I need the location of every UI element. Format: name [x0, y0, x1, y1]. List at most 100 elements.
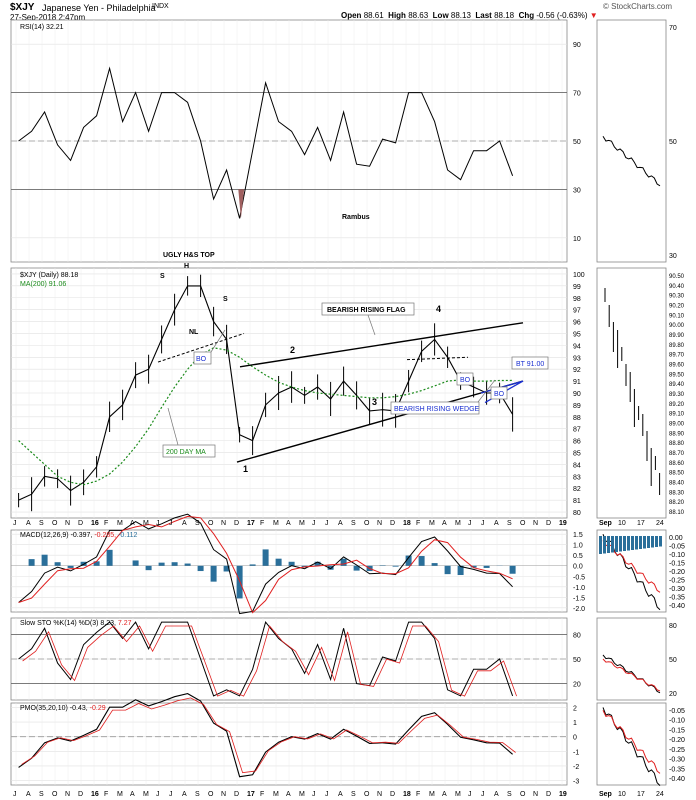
price-tick-label: 97 — [573, 308, 581, 315]
x-axis-label: F — [104, 520, 108, 527]
x-axis-label-bottom: A — [494, 791, 499, 798]
zoom-macd-histogram-bar — [631, 536, 634, 550]
ma200-line — [18, 347, 513, 486]
price-tick-label: 81 — [573, 498, 581, 505]
x-axis-label-bottom: D — [390, 791, 395, 798]
x-axis-label-bottom: F — [416, 791, 420, 798]
x-axis-label-bottom: 19 — [559, 791, 567, 798]
pmo-tick-label: 1 — [573, 720, 577, 727]
x-axis-label-bottom: N — [65, 791, 70, 798]
x-axis-label-bottom: J — [156, 791, 160, 798]
bo-label-2: BO — [460, 377, 471, 384]
zoom-macd-histogram-bar — [647, 536, 650, 548]
x-axis-label: J — [169, 520, 173, 527]
x-axis-label-bottom: S — [39, 791, 44, 798]
wedge-callout-label: BEARISH RISING WEDGE — [394, 406, 480, 413]
x-axis-label-bottom: O — [52, 791, 58, 798]
bt-box — [511, 356, 549, 370]
point-4-label: 4 — [436, 304, 441, 314]
x-axis-label-bottom: A — [286, 791, 291, 798]
x-axis-label-bottom: M — [299, 791, 305, 798]
x-axis-label: A — [338, 520, 343, 527]
hs-head-label: H — [184, 263, 189, 270]
sto-tick-label: 80 — [573, 632, 581, 639]
chg-label: Chg — [518, 11, 535, 20]
x-axis-label-bottom: N — [221, 791, 226, 798]
price-zoom-tick: 89.90 — [669, 333, 685, 339]
macd-tick-label: 1.5 — [573, 532, 583, 539]
x-axis-label-bottom: N — [533, 791, 538, 798]
x-axis-label-bottom: J — [325, 791, 329, 798]
rsi-zoom-tick: 70 — [669, 25, 677, 32]
macd-histogram-bar — [509, 565, 516, 574]
flag-lower-trendline — [236, 380, 524, 463]
sto-tick-label: 50 — [573, 657, 581, 664]
macd-histogram-bar — [197, 565, 204, 572]
x-axis-label: O — [52, 520, 58, 527]
pmo-tick-label: -1 — [573, 749, 579, 756]
zoom-macd-histogram-bar — [655, 536, 658, 547]
x-axis-label: 17 — [247, 520, 255, 527]
price-tick-label: 100 — [573, 272, 585, 279]
price-tick-label: 94 — [573, 343, 581, 350]
low-value: 88.13 — [450, 11, 471, 20]
price-zoom-tick: 88.30 — [669, 490, 685, 496]
zoom-pmo-signal-line — [602, 710, 661, 774]
macd-tick-label: 0.5 — [573, 553, 583, 560]
x-axis-label: O — [520, 520, 526, 527]
macd-histogram-bar — [67, 565, 74, 568]
price-zoom-tick: 89.00 — [669, 422, 685, 428]
pmo-tick-label: 2 — [573, 705, 577, 712]
sto-tick-label: 20 — [573, 682, 581, 689]
price-legend-symbol: $XJY (Daily) 88.18 — [20, 272, 78, 279]
x-axis-label-bottom: M — [273, 791, 279, 798]
bt-label: BT 91.00 — [516, 361, 544, 368]
macd-zoom-tick: -0.20 — [669, 569, 685, 576]
price-zoom-tick: 88.40 — [669, 481, 685, 487]
zoom-macd-histogram-bar — [643, 536, 646, 549]
zoom-sto-k-line — [602, 654, 661, 694]
zoom-macd-histogram-bar — [599, 536, 602, 554]
flag-callout-pointer — [367, 314, 376, 336]
zoom-macd-histogram-bar — [651, 536, 654, 548]
price-tick-label: 93 — [573, 355, 581, 362]
x-axis-label: A — [182, 520, 187, 527]
pmo-zoom-tick: -0.30 — [669, 757, 685, 764]
ohlc-readout: Open 88.61 High 88.63 Low 88.13 Last 88.… — [341, 11, 598, 20]
pmo-zoom-frame — [596, 702, 667, 786]
x-axis-label-bottom: J — [468, 791, 472, 798]
flag-upper-trendline — [239, 322, 524, 368]
x-axis-label: N — [533, 520, 538, 527]
price-zoom-tick: 90.00 — [669, 323, 685, 329]
macd-histogram-bar — [54, 562, 61, 566]
macd-tick-label: -0.5 — [573, 574, 585, 581]
x-axis-label-bottom: M — [429, 791, 435, 798]
x-axis-label: D — [390, 520, 395, 527]
macd-histogram-bar — [444, 565, 451, 575]
macd-tick-label: 0.0 — [573, 564, 583, 571]
point-1-label: 1 — [243, 464, 248, 474]
second-hs-neckline — [406, 356, 469, 361]
x-axis-label-bottom: J — [312, 791, 316, 798]
rsi-zoom-tick: 50 — [669, 139, 677, 146]
macd-legend-legend_name: MACD(12,26,9) — [20, 532, 69, 539]
x-axis-label: 16 — [91, 520, 99, 527]
x-axis-label-bottom: J — [13, 791, 17, 798]
pmo-tick-label: -3 — [573, 779, 579, 786]
price-zoom-tick: 89.80 — [669, 343, 685, 349]
sto-legend-legend_d: 7.27 — [116, 620, 132, 627]
bo-label-1: BO — [196, 356, 207, 363]
wedge-callout-pointer — [477, 379, 496, 403]
price-zoom-tick: 88.70 — [669, 451, 685, 457]
rsi-zoom-frame — [596, 19, 667, 263]
zoom-sto-d-line — [602, 658, 661, 692]
x-axis-label: D — [546, 520, 551, 527]
macd-histogram-bar — [275, 558, 282, 566]
x-axis-label: M — [143, 520, 149, 527]
x-axis-label-bottom: S — [351, 791, 356, 798]
macd-histogram-bar — [483, 565, 490, 568]
price-zoom-frame — [596, 267, 667, 519]
macd-histogram-bar — [288, 561, 295, 566]
macd-histogram-bar — [327, 565, 334, 570]
price-zoom-tick: 89.70 — [669, 353, 685, 359]
